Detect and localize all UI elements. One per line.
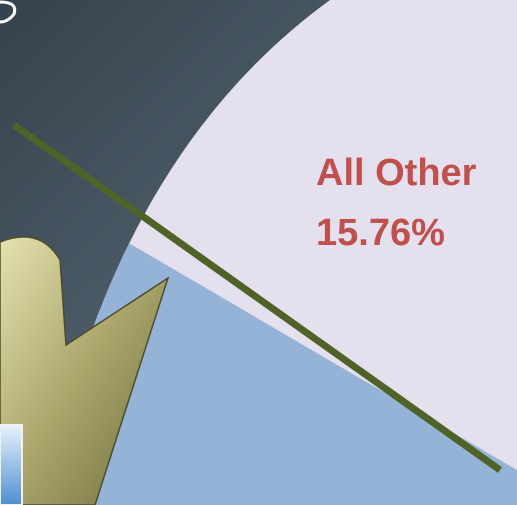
pointer-line	[11, 122, 503, 473]
slice-name: All Other	[316, 152, 477, 194]
corner-arc	[0, 0, 17, 24]
slice-value: 15.76%	[316, 212, 445, 254]
pie-slice	[45, 232, 517, 505]
photo	[0, 424, 23, 505]
arrow-shape	[0, 236, 170, 505]
